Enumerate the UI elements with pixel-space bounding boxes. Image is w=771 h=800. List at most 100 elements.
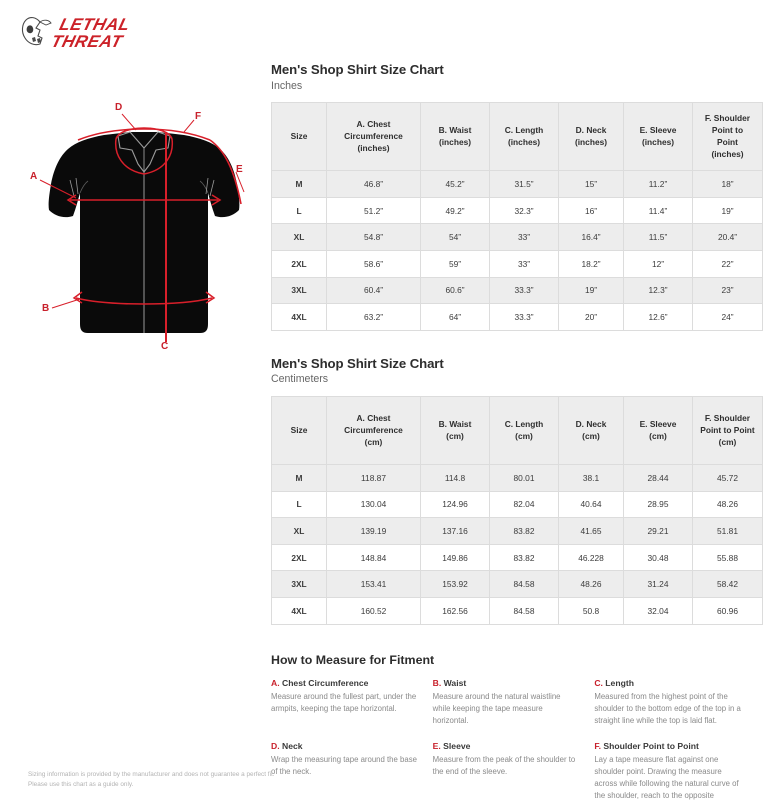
measure-line-e <box>209 139 242 205</box>
inches-size-table: Size A. Chest Circumference (inches) B. … <box>271 102 763 331</box>
skull-icon <box>21 17 52 46</box>
hdr-line: E. Sleeve <box>639 418 677 429</box>
measure-item-letter: A. <box>271 677 280 688</box>
how-to-measure-grid: A. Chest Circumference Measure around th… <box>271 678 742 800</box>
col-header-length: C. Length (cm) <box>489 396 559 466</box>
diagram-label-b: B <box>42 303 50 314</box>
cm-table-title: Men's Shop Shirt Size Chart <box>271 355 444 371</box>
measure-item-name: Neck <box>279 741 303 752</box>
measure-item-text: Measure around the natural waistline whi… <box>432 691 561 725</box>
measure-item-text: Measure around the fullest part, under t… <box>271 691 417 713</box>
hdr-line: B. Waist <box>438 418 472 429</box>
hdr-line: (cm) <box>718 436 737 447</box>
measure-item-neck: D. Neck Wrap the measuring tape around t… <box>271 741 419 800</box>
measure-line-f <box>77 128 211 141</box>
cell-waist: 45.2” <box>420 170 490 198</box>
table-row: XL 54.8” 54” 33” 16.4” 11.5” 20.4” <box>271 223 763 252</box>
cm-table-subtitle: Centimeters <box>271 373 329 386</box>
inches-table-title: Men's Shop Shirt Size Chart <box>271 62 444 77</box>
hdr-line: Circumference <box>344 130 403 141</box>
cell-neck: 40.64 <box>558 490 624 519</box>
cell-shoulder: 51.81 <box>692 517 763 545</box>
measure-item-text: Measure from the peak of the shoulder to… <box>432 755 576 777</box>
cell-waist: 60.6” <box>420 276 490 305</box>
hdr-line: Point to <box>711 124 744 135</box>
cell-sleeve: 11.5” <box>623 223 693 252</box>
cell-neck: 16.4” <box>558 223 624 252</box>
cell-waist: 54” <box>420 223 490 252</box>
col-header-chest: A. Chest Circumference (inches) <box>326 102 421 172</box>
measure-item-letter: D. <box>271 741 280 752</box>
hdr-line: (cm) <box>446 430 464 441</box>
measure-item-heading: F. Shoulder Point to Point <box>594 741 742 752</box>
hdr-line: (cm) <box>515 430 533 441</box>
hdr-line: C. Length <box>504 124 544 135</box>
hdr-line: (cm) <box>649 430 667 441</box>
measure-item-shoulder: F. Shoulder Point to Point Lay a tape me… <box>594 741 742 800</box>
hdr-line: (inches) <box>507 136 541 147</box>
diagram-label-f: F <box>195 111 202 122</box>
hdr-line: Size <box>290 130 308 141</box>
table-row: M 46.8” 45.2” 31.5” 15” 11.2” 18” <box>271 170 763 198</box>
cell-neck: 18.2” <box>558 250 624 278</box>
cell-size: 4XL <box>271 597 327 625</box>
col-header-chest: A. Chest Circumference (cm) <box>326 396 421 466</box>
cell-sleeve: 11.4” <box>623 196 693 225</box>
cell-shoulder: 19” <box>692 196 763 225</box>
hdr-line: A. Chest <box>356 118 391 129</box>
cell-waist: 49.2” <box>420 196 490 225</box>
inches-table-body: M 46.8” 45.2” 31.5” 15” 11.2” 18” L 51.2… <box>271 170 763 331</box>
cell-size: XL <box>271 517 327 545</box>
cell-chest: 153.41 <box>326 570 421 599</box>
cell-sleeve: 12.3” <box>623 276 693 305</box>
cell-sleeve: 28.44 <box>623 464 693 492</box>
measure-item-name: Chest Circumference <box>279 677 369 688</box>
measure-item-length: C. Length Measured from the highest poin… <box>594 678 742 727</box>
col-header-neck: D. Neck (cm) <box>558 396 624 466</box>
brand-logo: LETHAL THREAT <box>16 8 146 54</box>
cell-shoulder: 18” <box>692 170 763 198</box>
cell-waist: 149.86 <box>420 543 490 572</box>
hdr-line: D. Neck <box>575 124 607 135</box>
col-header-neck: D. Neck (inches) <box>558 102 624 172</box>
cell-size: 3XL <box>271 276 327 305</box>
hdr-line: E. Sleeve <box>639 124 677 135</box>
table-header-row: Size A. Chest Circumference (cm) B. Wais… <box>271 396 763 466</box>
col-header-waist: B. Waist (inches) <box>420 102 490 172</box>
hdr-line: (inches) <box>438 136 472 147</box>
hdr-line: F. Shoulder <box>704 112 751 123</box>
cell-chest: 51.2” <box>326 196 421 225</box>
cell-sleeve: 28.95 <box>623 490 693 519</box>
how-to-measure-section: How to Measure for Fitment A. Chest Circ… <box>271 653 742 800</box>
cm-table-body: M 118.87 114.8 80.01 38.1 28.44 45.72 L … <box>271 464 763 625</box>
cell-shoulder: 48.26 <box>692 490 763 519</box>
cm-size-table: Size A. Chest Circumference (cm) B. Wais… <box>271 396 763 625</box>
col-header-waist: B. Waist (cm) <box>420 396 490 466</box>
cell-length: 33” <box>489 223 559 252</box>
logo-wordmark-lethal: LETHAL <box>57 14 133 34</box>
measure-item-heading: A. Chest Circumference <box>271 678 419 689</box>
cell-sleeve: 30.48 <box>623 543 693 572</box>
measure-item-chest: A. Chest Circumference Measure around th… <box>271 678 419 727</box>
col-header-size: Size <box>271 396 327 466</box>
hdr-line: (inches) <box>711 148 744 159</box>
inches-table-subtitle: Inches <box>271 79 303 92</box>
cell-sleeve: 12.6” <box>623 303 693 331</box>
cell-waist: 114.8 <box>420 464 490 492</box>
diagram-label-a: A <box>30 171 38 182</box>
label-leader-lines <box>39 113 245 309</box>
hdr-line: (inches) <box>357 142 390 153</box>
cell-sleeve: 11.2” <box>623 170 693 198</box>
hdr-line: Circumference <box>344 424 403 435</box>
cell-shoulder: 60.96 <box>692 597 763 625</box>
hdr-line: C. Length <box>504 418 544 429</box>
col-header-length: C. Length (inches) <box>489 102 559 172</box>
cell-sleeve: 31.24 <box>623 570 693 599</box>
measure-item-name: Waist <box>441 677 467 688</box>
logo-wordmark-threat: THREAT <box>49 31 126 51</box>
col-header-sleeve: E. Sleeve (inches) <box>623 102 693 172</box>
measure-item-letter: C. <box>594 677 603 688</box>
cell-length: 32.3” <box>489 196 559 225</box>
diagram-label-c: C <box>161 341 169 352</box>
